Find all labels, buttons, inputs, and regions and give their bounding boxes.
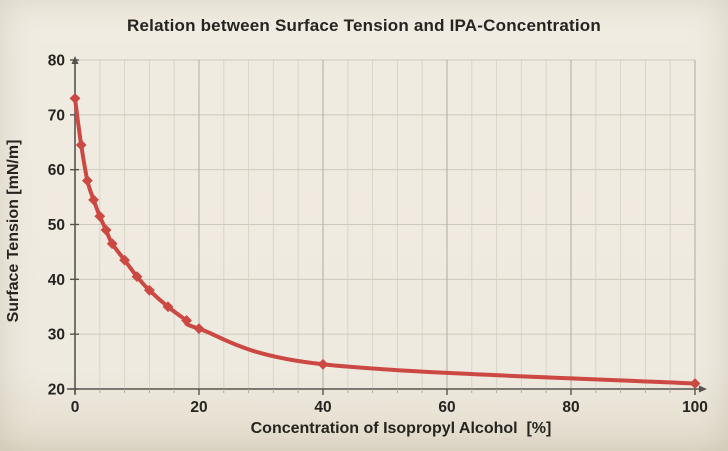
x-tick-label: 80 <box>562 399 579 416</box>
data-point-marker <box>162 301 174 313</box>
data-point-marker <box>69 92 81 104</box>
data-point-marker <box>106 238 118 250</box>
data-point-marker <box>144 284 155 296</box>
data-point-marker <box>131 271 143 282</box>
x-tick-label: 40 <box>314 399 331 416</box>
series-line <box>73 96 697 386</box>
x-tick-label: 0 <box>71 399 80 416</box>
chart-title: Relation between Surface Tension and IPA… <box>127 16 601 35</box>
y-axis-label: Surface Tension [mN/m] <box>5 139 22 323</box>
y-tick-label: 50 <box>48 217 65 234</box>
x-tick-label: 100 <box>682 399 708 416</box>
data-point-marker <box>119 254 130 266</box>
x-axis-label: Concentration of Isopropyl Alcohol [%] <box>250 420 552 437</box>
data-point-marker <box>689 378 701 389</box>
data-point-marker <box>88 194 99 206</box>
data-point-marker <box>181 315 192 326</box>
data-point-marker <box>82 175 93 187</box>
y-tick-label: 60 <box>48 162 65 179</box>
data-point-marker <box>317 358 329 370</box>
y-tick-label: 20 <box>48 382 65 399</box>
data-point-marker <box>94 210 106 222</box>
data-point-marker <box>100 224 112 236</box>
x-tick-label: 60 <box>438 399 455 416</box>
y-tick-label: 80 <box>48 53 65 70</box>
x-tick-label: 20 <box>190 399 207 416</box>
y-tick-label: 30 <box>48 327 65 344</box>
y-tick-label: 40 <box>48 272 65 289</box>
y-tick-label: 70 <box>48 107 65 124</box>
data-point-marker <box>75 139 87 151</box>
data-point-marker <box>193 323 205 335</box>
x-axis-arrow-icon <box>699 385 707 393</box>
